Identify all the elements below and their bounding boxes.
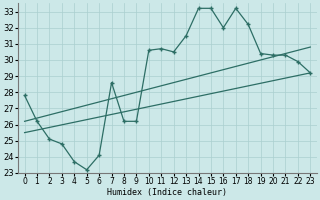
X-axis label: Humidex (Indice chaleur): Humidex (Indice chaleur)	[108, 188, 228, 197]
